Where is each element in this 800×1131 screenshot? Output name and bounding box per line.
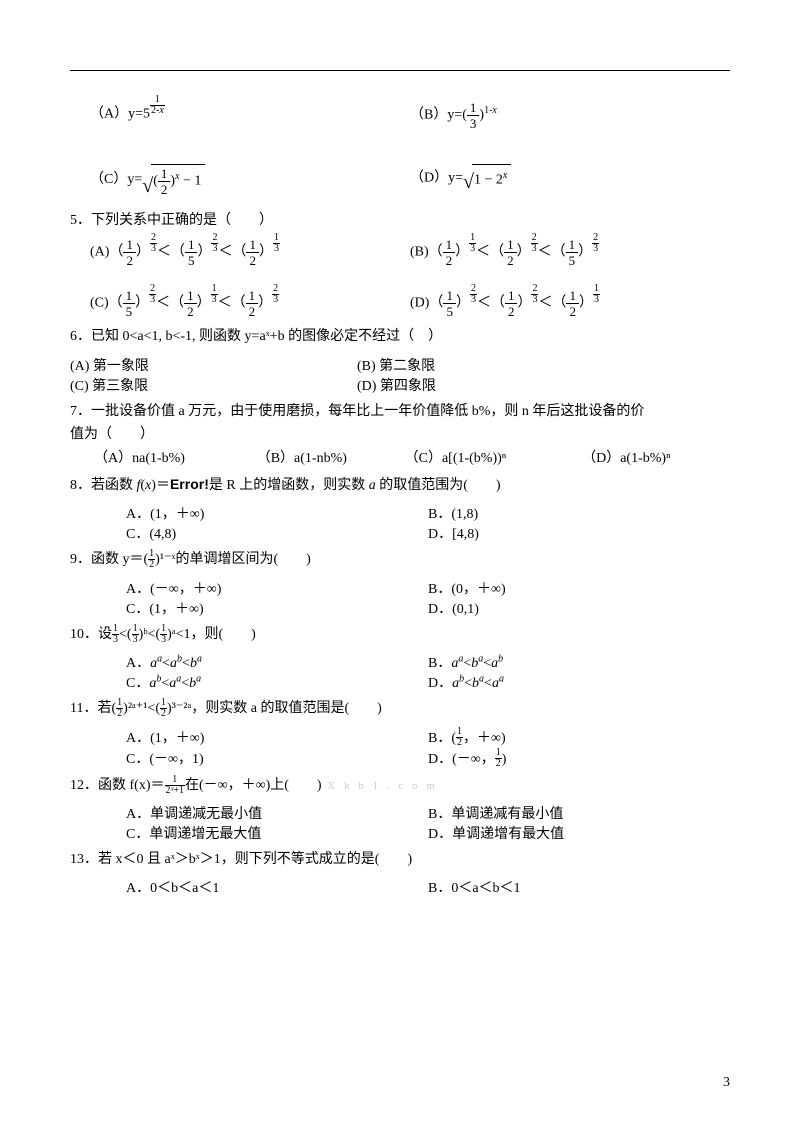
q11-option-b: B．(12，＋∞)	[428, 727, 730, 748]
q6-options-row2: (C) 第三象限 (D) 第四象限	[70, 375, 730, 395]
q7-stem2: 值为（ ）	[70, 423, 730, 447]
q5-options-row2: (C)（15）23＜（12）13＜（12）23 (D)（15）23＜（12）23…	[70, 289, 730, 318]
q13-options-row1: A．0＜b＜a＜1 B．0＜a＜b＜1	[70, 877, 730, 897]
q6-options-row1: (A) 第一象限 (B) 第二象限	[70, 355, 730, 375]
horizontal-rule	[70, 70, 730, 71]
q4-option-c: （C）y=√(12)x − 1	[70, 164, 410, 196]
q12-option-d: D．单调递增有最大值	[428, 823, 730, 843]
q11-options-row2: C．(－∞，1) D．(－∞，12)	[70, 748, 730, 769]
q9-option-c: C．(1，＋∞)	[126, 598, 428, 618]
q8-option-a: A．(1，＋∞)	[126, 503, 428, 523]
q8-options-row2: C．(4,8) D．[4,8)	[70, 523, 730, 543]
q5-option-a: (A)（12）23＜（15）23＜（12）13	[70, 238, 410, 267]
q9-option-d: D．(0,1)	[428, 598, 730, 618]
q6-option-a: (A) 第一象限	[70, 355, 357, 375]
q9-options-row1: A．(－∞，＋∞) B．(0，＋∞)	[70, 578, 730, 598]
q6-option-c: (C) 第三象限	[70, 375, 357, 395]
q6-option-b: (B) 第二象限	[357, 355, 730, 375]
q4-options-row2: （C）y=√(12)x − 1 （D）y=√1 − 2x	[70, 164, 730, 196]
q5-option-b: (B)（12）13＜（12）23＜（15）23	[410, 238, 730, 267]
q12-options-row1: A．单调递减无最小值 B．单调递减有最小值	[70, 803, 730, 823]
q13-option-b: B．0＜a＜b＜1	[428, 877, 730, 897]
q6-option-d: (D) 第四象限	[357, 375, 730, 395]
q7-stem1: 7．一批设备价值 a 万元，由于使用磨损，每年比上一年价值降低 b%，则 n 年…	[70, 401, 730, 423]
q9-option-b: B．(0，＋∞)	[428, 578, 730, 598]
q11-options-row1: A．(1，＋∞) B．(12，＋∞)	[70, 727, 730, 748]
q11-option-a: A．(1，＋∞)	[126, 727, 428, 748]
q7-option-a: （A）na(1-b%)	[94, 447, 257, 467]
q4-option-d: （D）y=√1 − 2x	[410, 164, 730, 196]
q13-option-a: A．0＜b＜a＜1	[126, 877, 428, 897]
q7-option-c: （C）a[(1-(b%))ⁿ	[405, 447, 582, 467]
q12-options-row2: C．单调递增无最大值 D．单调递增有最大值	[70, 823, 730, 843]
page-number: 3	[723, 1075, 730, 1091]
q9-stem: 9．函数 y＝(12)¹⁻ˣ的单调增区间为( )	[70, 549, 730, 571]
q8-stem: 8．若函数 f(x)＝Error!是 R 上的增函数，则实数 a 的取值范围为(…	[70, 473, 730, 497]
q11-option-c: C．(－∞，1)	[126, 748, 428, 769]
q12-option-c: C．单调递增无最大值	[126, 823, 428, 843]
q8-option-b: B．(1,8)	[428, 503, 730, 523]
q11-option-d: D．(－∞，12)	[428, 748, 730, 769]
q8-option-c: C．(4,8)	[126, 523, 428, 543]
q4-options-row1: （A）y=512-x （B）y=(13)1-x	[70, 101, 730, 130]
q8-option-d: D．[4,8)	[428, 523, 730, 543]
q5-option-d: (D)（15）23＜（12）23＜（12）13	[410, 289, 730, 318]
q12-option-a: A．单调递减无最小值	[126, 803, 428, 823]
q7-option-b: （B）a(1-nb%)	[257, 447, 405, 467]
q9-option-a: A．(－∞，＋∞)	[126, 578, 428, 598]
q10-option-c: C．ab<aa<ba	[126, 672, 428, 692]
q11-stem: 11．若(12)²ᵃ⁺¹<(12)³⁻²ᵃ，则实数 a 的取值范围是( )	[70, 698, 730, 720]
q8-options-row1: A．(1，＋∞) B．(1,8)	[70, 503, 730, 523]
q12-stem: 12．函数 f(x)＝12ˣ+1在(－∞，＋∞)上( ) X k b 1 . c…	[70, 775, 730, 797]
q13-stem: 13．若 x＜0 且 aˣ＞bˣ＞1，则下列不等式成立的是( )	[70, 849, 730, 871]
q12-option-b: B．单调递减有最小值	[428, 803, 730, 823]
q7-options: （A）na(1-b%) （B）a(1-nb%) （C）a[(1-(b%))ⁿ （…	[70, 447, 730, 467]
q10-option-d: D．ab<ba<aa	[428, 672, 730, 692]
q10-options-row2: C．ab<aa<ba D．ab<ba<aa	[70, 672, 730, 692]
q10-option-b: B．aa<ba<ab	[428, 652, 730, 672]
q5-stem: 5．下列关系中正确的是（ ）	[70, 210, 730, 232]
q10-stem: 10．设13<(13)ᵇ<(13)ᵃ<1，则( )	[70, 624, 730, 646]
q10-options-row1: A．aa<ab<ba B．aa<ba<ab	[70, 652, 730, 672]
q9-options-row2: C．(1，＋∞) D．(0,1)	[70, 598, 730, 618]
q4-option-b: （B）y=(13)1-x	[410, 101, 730, 130]
q5-option-c: (C)（15）23＜（12）13＜（12）23	[70, 289, 410, 318]
q10-option-a: A．aa<ab<ba	[126, 652, 428, 672]
q5-options-row1: (A)（12）23＜（15）23＜（12）13 (B)（12）13＜（12）23…	[70, 238, 730, 267]
q4-option-a: （A）y=512-x	[70, 101, 410, 130]
q7-option-d: （D）a(1-b%)ⁿ	[582, 447, 730, 467]
q6-stem: 6．已知 0<a<1, b<-1, 则函数 y=aˣ+b 的图像必定不经过（ ）	[70, 326, 730, 348]
